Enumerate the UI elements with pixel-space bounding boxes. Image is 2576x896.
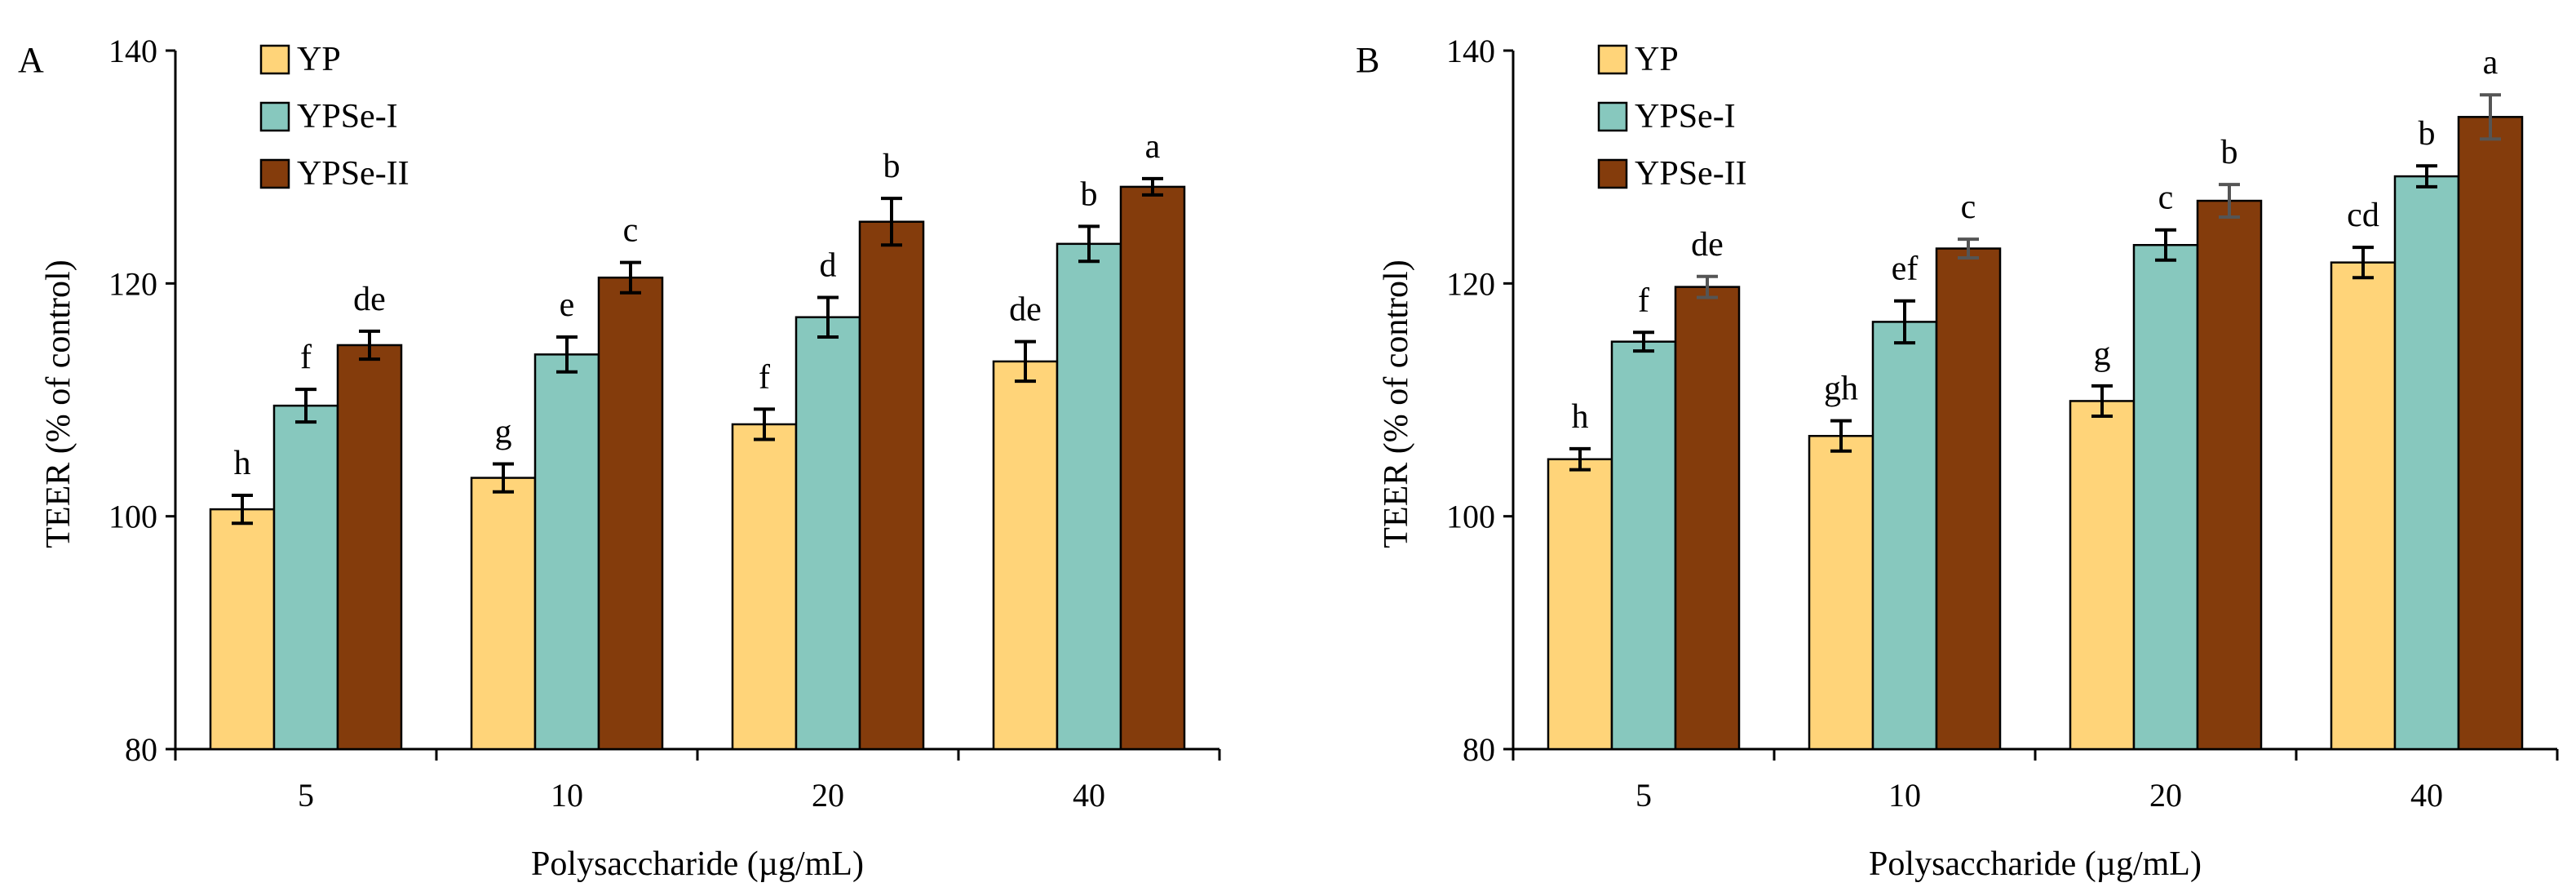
significance-letter: c [1961,189,1976,226]
bar-ypse-i-40 [1056,242,1122,751]
significance-letter: f [759,358,770,396]
legend-label: YPSe-I [297,98,398,135]
significance-letter: h [234,445,251,482]
significance-letter: f [1638,282,1649,319]
significance-letter: b [883,148,901,185]
bar-ypse-i-5 [272,404,339,751]
significance-letter: b [1081,175,1098,213]
bar-yp-40 [992,360,1059,751]
x-axis-title: Polysaccharide (µg/mL) [1869,845,2202,883]
x-tick-label: 5 [298,777,314,814]
bar-ypse-ii-10 [597,276,664,751]
chart-panel-b: B 80 100 120 140 5 h f de 10 gh ef c 20 g c b 40 cd b a Polys… [1356,33,2559,883]
x-axis-title: Polysaccharide (µg/mL) [531,845,864,883]
x-tick-label: 40 [2410,777,2443,814]
bar-ypse-ii-40 [1119,185,1186,751]
legend-label: YP [297,41,341,78]
significance-letter: de [1691,226,1724,264]
legend-swatch-yp [1597,44,1628,75]
y-axis-title: TEER (% of control) [40,259,77,548]
significance-letter: b [2221,134,2238,171]
y-tick-label: 80 [1463,731,1495,768]
significance-letter: de [1009,291,1042,329]
legend-swatch-yp [259,44,290,75]
bar-ypse-i-20 [794,316,861,751]
legend-label: YPSe-I [1635,98,1736,135]
significance-letter: cd [2347,197,2379,234]
significance-letter: gh [1824,370,1858,408]
bar-yp-5 [209,508,276,751]
bar-ypse-ii-5 [336,344,403,751]
significance-letter: f [300,339,312,376]
significance-letter: de [353,281,386,318]
bar-ypse-ii-20 [858,220,925,751]
significance-letter: ef [1892,251,1919,288]
y-axis-title: TEER (% of control) [1378,259,1415,548]
bar-yp-40 [2330,261,2397,751]
bar-ypse-ii-20 [2196,199,2263,751]
significance-letter: a [2483,44,2499,82]
bar-yp-10 [470,477,537,751]
legend-swatch-ypse-i [259,101,290,132]
y-tick-label: 140 [1446,33,1495,69]
bar-ypse-i-10 [1871,321,1938,751]
significance-letter: g [495,413,512,450]
significance-letter: d [820,246,837,284]
legend-swatch-ypse-ii [259,158,290,189]
significance-letter: g [2094,335,2111,373]
y-tick-label: 100 [1446,499,1495,535]
bar-yp-20 [731,423,798,751]
x-tick-label: 5 [1635,777,1652,814]
bar-yp-20 [2069,400,2136,751]
x-tick-label: 20 [812,777,844,814]
panel-label: A [18,40,44,80]
significance-letter: h [1572,398,1589,436]
panel-label: B [1356,40,1379,80]
legend-label: YPSe-II [1635,155,1747,193]
x-tick-label: 40 [1073,777,1105,814]
x-tick-label: 10 [551,777,583,814]
y-tick-label: 80 [125,731,157,768]
x-tick-label: 20 [2149,777,2182,814]
y-tick-label: 100 [108,499,157,535]
bar-ypse-i-10 [533,353,600,751]
significance-letter: a [1145,128,1161,166]
bar-ypse-ii-40 [2457,116,2524,751]
significance-letter: c [623,212,639,250]
legend-label: YP [1635,41,1679,78]
significance-letter: e [560,286,575,324]
bar-ypse-i-5 [1610,340,1677,751]
significance-letter: c [2158,180,2174,217]
chart-panel-a: A 80 100 120 140 5 h f de 10 g e c 20 f d b 40 de b a Polysac… [18,33,1221,883]
y-tick-label: 120 [108,265,157,302]
bar-yp-5 [1547,458,1613,751]
bar-ypse-i-20 [2132,244,2199,751]
bar-ypse-ii-5 [1674,286,1741,751]
y-tick-label: 140 [108,33,157,69]
bar-ypse-ii-10 [1935,247,2002,751]
legend-swatch-ypse-ii [1597,158,1628,189]
legend-swatch-ypse-i [1597,101,1628,132]
significance-letter: b [2419,115,2436,153]
y-tick-label: 120 [1446,265,1495,302]
bar-yp-10 [1808,434,1874,751]
bar-ypse-i-40 [2393,175,2460,751]
x-tick-label: 10 [1888,777,1921,814]
legend-label: YPSe-II [297,155,409,193]
